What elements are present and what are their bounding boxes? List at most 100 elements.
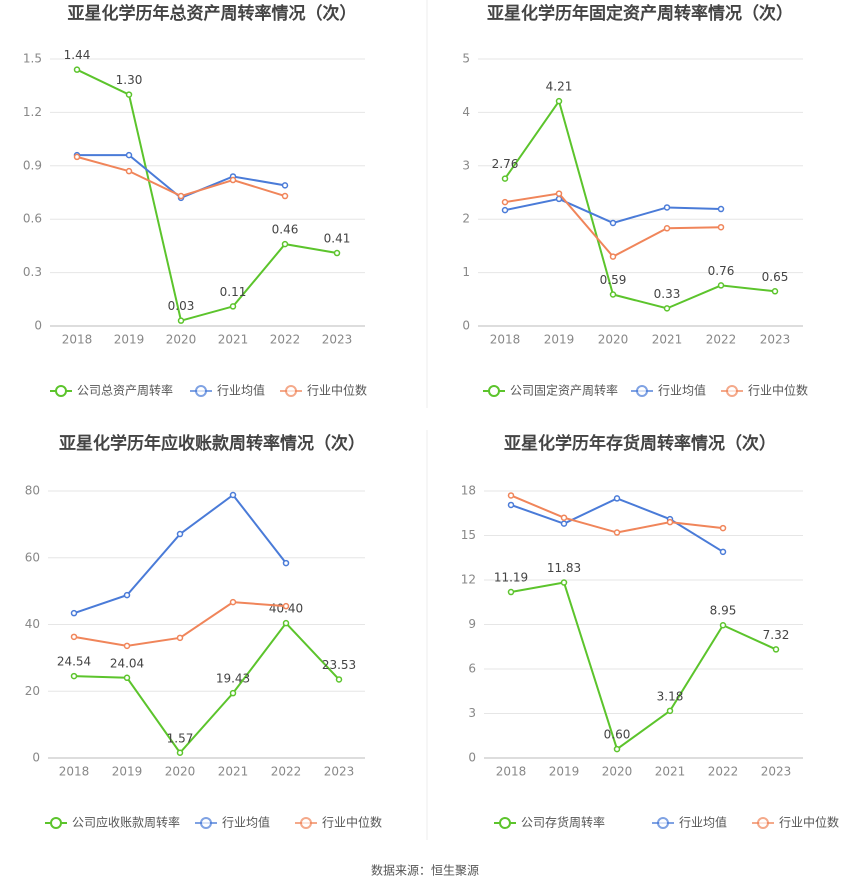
x-tick-label: 2023	[324, 765, 355, 779]
data-point	[70, 672, 78, 680]
data-point	[609, 219, 617, 227]
data-point	[772, 646, 780, 653]
legend-label: 公司存货周转率	[521, 815, 605, 830]
data-point	[613, 529, 621, 536]
source: 数据来源：恒生聚源	[371, 863, 479, 878]
data-label: 0.59	[600, 273, 627, 287]
x-tick-label: 2023	[760, 333, 791, 347]
data-point	[335, 676, 343, 683]
series-line	[504, 98, 776, 310]
x-tick-label: 2021	[218, 765, 249, 779]
legend-label: 行业均值	[217, 383, 265, 398]
y-tick-label: 0	[32, 751, 40, 765]
data-label: 0.41	[324, 232, 351, 246]
x-tick-label: 2020	[165, 765, 196, 779]
data-point	[123, 591, 131, 599]
data-point	[719, 524, 727, 532]
data-point	[501, 206, 509, 214]
x-tick-label: 2022	[708, 765, 739, 779]
data-point	[229, 598, 237, 606]
y-tick-label: 0.6	[23, 212, 42, 226]
legend-label: 行业中位数	[322, 815, 382, 830]
data-point	[771, 288, 779, 295]
x-tick-label: 2020	[602, 765, 633, 779]
data-point	[123, 674, 131, 682]
y-tick-label: 3	[462, 158, 470, 172]
data-point	[229, 176, 237, 184]
data-point	[507, 492, 515, 499]
data-point	[719, 621, 727, 629]
data-label: 0.65	[762, 270, 789, 284]
data-label: 24.54	[57, 655, 91, 669]
data-label: 23.53	[322, 658, 356, 672]
y-tick-label: 40	[25, 617, 40, 631]
chart-title: 亚星化学历年固定资产周转率情况（次）	[487, 3, 793, 24]
data-point	[176, 530, 184, 538]
x-tick-label: 2019	[544, 333, 575, 347]
y-tick-label: 60	[25, 550, 40, 564]
x-tick-label: 2018	[490, 333, 521, 347]
data-label: 11.19	[494, 571, 528, 585]
x-tick-label: 2018	[59, 765, 90, 779]
chart-title: 亚星化学历年总资产周转率情况（次）	[68, 3, 357, 24]
x-tick-label: 2022	[271, 765, 302, 779]
legend-label: 行业均值	[679, 815, 727, 830]
data-point	[560, 520, 568, 527]
data-point	[663, 225, 671, 232]
data-point	[176, 749, 184, 757]
data-label: 0.76	[708, 264, 735, 278]
series-line	[73, 621, 340, 755]
y-tick-label: 3	[468, 706, 476, 720]
legend-label: 行业中位数	[307, 383, 367, 398]
data-point	[176, 634, 184, 642]
data-label: 0.03	[168, 299, 195, 313]
data-point	[717, 223, 725, 231]
data-label: 11.83	[547, 561, 581, 575]
data-label: 2.76	[492, 157, 519, 171]
data-point	[281, 192, 289, 200]
data-point	[123, 642, 131, 650]
data-point	[177, 317, 185, 324]
legend-label: 公司固定资产周转率	[510, 383, 618, 398]
data-point	[560, 514, 568, 521]
legend-marker	[50, 817, 62, 829]
y-tick-label: 15	[461, 528, 476, 542]
data-label: 0.33	[654, 287, 681, 301]
data-point	[177, 192, 185, 200]
series-line	[77, 154, 286, 199]
series-line	[76, 155, 286, 198]
y-tick-label: 5	[462, 52, 470, 66]
x-tick-label: 2020	[598, 333, 629, 347]
y-tick-label: 1.5	[23, 52, 42, 66]
legend-marker	[200, 817, 212, 829]
x-tick-label: 2021	[655, 765, 686, 779]
data-label: 1.57	[167, 731, 194, 745]
x-tick-label: 2019	[549, 765, 580, 779]
data-point	[281, 182, 289, 189]
legend-marker	[757, 817, 769, 829]
data-point	[609, 253, 617, 260]
legend-label: 行业均值	[658, 383, 706, 398]
series-line	[73, 493, 287, 615]
series-line	[510, 581, 777, 751]
x-tick-label: 2021	[652, 333, 683, 347]
legend-marker	[657, 817, 669, 829]
legend-marker	[636, 385, 648, 397]
data-label: 4.21	[546, 80, 573, 94]
data-point	[555, 195, 563, 203]
y-tick-label: 1.2	[23, 105, 42, 119]
data-label: 1.44	[64, 48, 91, 62]
y-tick-label: 4	[462, 105, 470, 119]
chart-title: 亚星化学历年存货周转率情况（次）	[504, 433, 776, 454]
data-label: 0.60	[604, 728, 631, 742]
series-line	[76, 68, 338, 322]
x-tick-label: 2018	[496, 765, 527, 779]
legend-label: 行业中位数	[779, 815, 839, 830]
data-point	[501, 198, 509, 206]
legend-label: 公司应收账款周转率	[72, 815, 180, 830]
data-point	[282, 619, 290, 627]
legend-label: 公司总资产周转率	[77, 383, 173, 398]
data-point	[125, 167, 133, 175]
x-tick-label: 2023	[761, 765, 792, 779]
